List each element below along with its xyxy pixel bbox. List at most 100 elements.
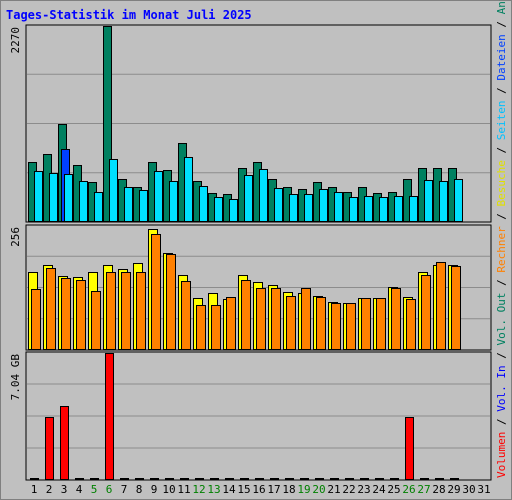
- bar-seiten-day-13: [214, 197, 223, 222]
- bar-volumen-day-5: [90, 478, 99, 480]
- legend-part-5: /: [495, 273, 508, 293]
- legend-part-7: /: [495, 206, 508, 226]
- x-tick-label-30: 30: [462, 483, 475, 496]
- bar-volumen-day-12: [195, 478, 204, 480]
- bar-rechner-day-11: [181, 281, 191, 350]
- x-tick-label-27: 27: [417, 483, 430, 496]
- bar-volumen-day-7: [120, 478, 129, 480]
- bar-rechner-day-26: [406, 299, 416, 350]
- bar-seiten-day-27: [424, 180, 433, 222]
- panel-1: 2270: [9, 24, 492, 223]
- x-tick-label-4: 4: [76, 483, 83, 496]
- legend-part-6: Rechner: [495, 226, 508, 273]
- x-tick-label-8: 8: [136, 483, 143, 496]
- bar-seiten-day-15: [244, 175, 253, 222]
- x-tick-label-20: 20: [312, 483, 325, 496]
- bar-rechner-day-8: [136, 272, 146, 350]
- bar-seiten-day-8: [139, 190, 148, 222]
- bar-volumen-day-23: [360, 478, 369, 480]
- bar-seiten-day-11: [184, 157, 193, 222]
- bar-seiten-day-9: [154, 171, 163, 222]
- x-tick-label-26: 26: [402, 483, 415, 496]
- legend-part-13: /: [495, 14, 508, 34]
- x-tick-label-7: 7: [121, 483, 128, 496]
- x-tick-label-16: 16: [252, 483, 265, 496]
- x-tick-label-24: 24: [372, 483, 386, 496]
- bar-rechner-day-17: [271, 288, 281, 350]
- x-tick-label-9: 9: [151, 483, 158, 496]
- bar-seiten-day-28: [439, 181, 448, 222]
- x-tick-label-19: 19: [297, 483, 310, 496]
- bar-volumen-day-17: [270, 478, 279, 480]
- bar-rechner-day-3: [61, 278, 71, 350]
- bar-rechner-day-19: [301, 288, 311, 350]
- x-tick-label-18: 18: [282, 483, 295, 496]
- legend-part-8: Besuche: [495, 160, 508, 206]
- x-tick-label-29: 29: [447, 483, 460, 496]
- bar-rechner-day-9: [151, 234, 161, 350]
- bar-volumen-day-25: [390, 478, 399, 480]
- bar-volumen-day-24: [375, 478, 384, 480]
- bar-volumen-day-3: [60, 406, 69, 480]
- bar-rechner-day-10: [166, 254, 176, 350]
- x-tick-label-25: 25: [387, 483, 400, 496]
- bar-rechner-day-2: [46, 268, 56, 350]
- bar-volumen-day-14: [225, 478, 234, 480]
- bar-rechner-day-16: [256, 288, 266, 350]
- bar-rechner-day-13: [211, 305, 221, 350]
- bar-volumen-day-13: [210, 478, 219, 480]
- bar-volumen-day-27: [420, 478, 429, 480]
- bar-rechner-day-5: [91, 291, 101, 350]
- bar-volumen-day-11: [180, 478, 189, 480]
- x-tick-label-22: 22: [342, 483, 355, 496]
- bar-volumen-day-16: [255, 478, 264, 480]
- bar-volumen-day-21: [330, 478, 339, 480]
- x-tick-label-14: 14: [222, 483, 236, 496]
- legend-part-10: Seiten: [495, 100, 508, 140]
- legend-part-2: Vol. In: [495, 365, 508, 411]
- legend-part-14: Anfragen: [495, 0, 508, 14]
- legend-part-1: /: [495, 412, 508, 432]
- y-max-label: 7.04 GB: [9, 354, 22, 401]
- bar-seiten-day-16: [259, 169, 268, 222]
- bar-volumen-day-22: [345, 478, 354, 480]
- bar-seiten-day-14: [229, 199, 238, 222]
- panel-2: 256: [9, 224, 492, 351]
- bar-volumen-day-9: [150, 478, 159, 480]
- bar-rechner-day-1: [31, 289, 41, 350]
- bar-rechner-day-7: [121, 272, 131, 350]
- bar-volumen-day-29: [450, 478, 459, 480]
- bar-anfragen-day-6: [103, 26, 112, 222]
- bar-seiten-day-18: [289, 194, 298, 222]
- x-tick-label-23: 23: [357, 483, 370, 496]
- bar-volumen-day-10: [165, 478, 174, 480]
- bar-rechner-day-15: [241, 280, 251, 350]
- bar-seiten-day-23: [364, 196, 373, 222]
- legend-part-4: Vol. Out: [495, 293, 508, 346]
- bar-rechner-day-18: [286, 296, 296, 350]
- panel-3: 7.04 GB: [9, 351, 492, 481]
- bar-rechner-day-23: [361, 298, 371, 350]
- x-tick-label-3: 3: [61, 483, 68, 496]
- panels-group: 2270 256 7.04 GB: [9, 24, 492, 481]
- legend-part-9: /: [495, 140, 508, 160]
- bar-rechner-day-4: [76, 280, 86, 350]
- bar-seiten-day-22: [349, 197, 358, 222]
- bar-rechner-day-27: [421, 275, 431, 350]
- bar-seiten-day-6: [109, 159, 118, 222]
- bar-seiten-day-19: [304, 194, 313, 222]
- bar-volumen-day-4: [75, 478, 84, 480]
- bar-rechner-day-22: [346, 303, 356, 350]
- bar-seiten-day-5: [94, 192, 103, 222]
- legend-part-11: /: [495, 81, 508, 101]
- bar-volumen-day-1: [30, 478, 39, 480]
- right-legend: Volumen / Vol. In / Vol. Out / Rechner /…: [495, 0, 508, 478]
- bar-rechner-day-24: [376, 298, 386, 350]
- bar-rechner-day-29: [451, 266, 461, 350]
- x-tick-label-17: 17: [267, 483, 280, 496]
- bar-seiten-day-10: [169, 181, 178, 222]
- bar-volumen-day-2: [45, 417, 54, 480]
- x-tick-label-28: 28: [432, 483, 445, 496]
- bar-volumen-day-8: [135, 478, 144, 480]
